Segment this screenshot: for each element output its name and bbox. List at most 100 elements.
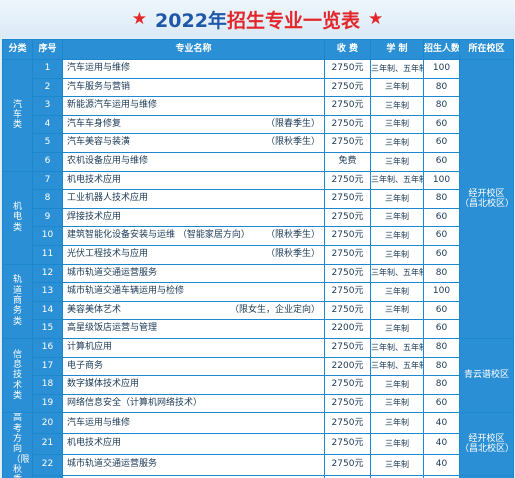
row-number: 10: [32, 226, 63, 246]
header-campus: 所在校区: [459, 39, 514, 60]
fee: 2750元: [324, 96, 371, 116]
major-name: 汽车运用与维修: [67, 63, 131, 74]
major-name-cell: 汽车车身修复 （限春季生）: [62, 114, 325, 135]
major-name-cell: 高星级饭店运营与管理: [62, 319, 325, 339]
enroll-count: 80: [423, 375, 460, 395]
school-system: 三年制: [370, 393, 424, 414]
major-name: 计算机应用: [67, 341, 113, 352]
header-category: 分类: [2, 39, 33, 60]
major-name-cell: 建筑智能化设备安装与运维 （智能家居方向） （限秋季生）: [62, 226, 325, 246]
school-system: 三年制: [370, 282, 424, 302]
major-name: 汽车运用与维修: [67, 417, 131, 428]
major-name-cell: 农机设备应用与维修: [62, 151, 325, 172]
enroll-count: 60: [423, 244, 460, 265]
table-row: 轨道商务类 12 城市轨道交通运营服务 2750元 三年制、五年制 80: [2, 263, 514, 339]
major-name: 焊接技术应用: [67, 211, 122, 222]
campus-cell: 青云谱校区: [459, 337, 514, 414]
row-number: 1: [32, 59, 63, 79]
row-number: 14: [32, 300, 63, 321]
school-system: 三年制: [370, 226, 424, 246]
table-row: 2 汽车服务与营销 2750元 三年制 80: [3, 77, 514, 98]
category-cell: 机电类: [2, 170, 33, 265]
school-system: 三年制、五年制: [370, 59, 424, 79]
row-number: 5: [32, 133, 63, 153]
category-cell: 高考方向（限秋季生）: [2, 412, 33, 478]
enroll-count: 100: [423, 59, 460, 79]
title-text: 招生专业一览表: [226, 9, 360, 32]
major-name-cell: 汽车美容与装潢 （限秋季生）: [62, 133, 325, 153]
table-row: 机电类 7 机电技术应用 2750元 三年制、五年制 100: [2, 170, 514, 265]
major-name: 高星级饭店运营与管理: [67, 323, 158, 334]
enroll-count: 100: [423, 170, 460, 191]
major-note: （限秋季生）: [265, 249, 320, 260]
row-number: 4: [32, 114, 63, 135]
school-system: 三年制: [370, 96, 424, 116]
major-name-cell: 计算机应用: [62, 337, 325, 358]
fee: 2750元: [324, 433, 371, 456]
row-number: 21: [32, 433, 63, 456]
table-row: 3 新能源汽车运用与维修 2750元 三年制 80: [3, 96, 514, 116]
row-number: 16: [32, 337, 63, 358]
school-system: 三年制: [370, 375, 424, 395]
major-name-cell: 汽车运用与维修: [62, 412, 325, 435]
school-system: 三年制: [370, 77, 424, 98]
table-row: 18 数字媒体技术应用 2750元 三年制 80: [3, 375, 514, 395]
fee: 2750元: [324, 77, 371, 98]
major-name-cell: 汽车运用与维修: [62, 59, 325, 79]
enroll-count: 60: [423, 114, 460, 135]
table-row: 17 电子商务 2200元 三年制、五年制 80: [3, 356, 514, 377]
major-name-cell: 汽车服务与营销: [62, 77, 325, 98]
enroll-count: 60: [423, 300, 460, 321]
major-name: 电子商务: [67, 360, 104, 371]
school-system: 三年制: [370, 412, 424, 435]
category-cell: 信息技术类: [2, 337, 33, 414]
fee: 2200元: [324, 319, 371, 339]
row-number: 3: [32, 96, 63, 116]
fee: 2750元: [324, 375, 371, 395]
table-row: 22 城市轨道交通运营服务 2750元 三年制 40: [3, 454, 514, 477]
fee: 2750元: [324, 59, 371, 79]
row-number: 12: [32, 263, 63, 284]
major-name-cell: 机电技术应用: [62, 170, 325, 191]
header-system: 学 制: [370, 39, 424, 60]
enroll-count: 60: [423, 151, 460, 172]
fee: 2750元: [324, 263, 371, 284]
school-system: 三年制: [370, 433, 424, 456]
page-title: ★ 2022年 招生专业一览表 ★: [0, 0, 515, 38]
row-number: 2: [32, 77, 63, 98]
table-row: 23计算机应用2750元三年制40青云谱校区: [3, 475, 514, 478]
table-header-row: 分类 序号 专业名称 收 费 学 制 招生人数 所在校区: [2, 39, 514, 60]
major-name: 城市轨道交通运营服务: [67, 267, 158, 278]
table-row: 15 高星级饭店运营与管理 2200元 三年制 60: [3, 319, 514, 339]
school-system: 三年制、五年制: [370, 337, 424, 358]
category-cell: 汽车类: [2, 59, 33, 172]
table-row: 11 光伏工程技术与应用 （限秋季生） 2750元 三年制 60: [3, 244, 514, 265]
row-number: 7: [32, 170, 63, 191]
row-number: 22: [32, 454, 63, 477]
table-row: 21 机电技术应用 2750元 三年制 40: [3, 433, 514, 456]
school-system: 三年制: [370, 319, 424, 339]
enroll-count: 60: [423, 133, 460, 153]
fee: 2750元: [324, 133, 371, 153]
fee: 2750元: [324, 300, 371, 321]
school-system: 三年制: [370, 151, 424, 172]
major-name: 网络信息安全（计算机网络技术）: [67, 397, 203, 408]
school-system: 三年制: [370, 133, 424, 153]
table-row: 4 汽车车身修复 （限春季生） 2750元 三年制 60: [3, 114, 514, 135]
major-name-cell: 美容美体艺术 （限女生，企业定向）: [62, 300, 325, 321]
table-row: 汽车类 1 汽车运用与维修 2750元 三年制、五年制 100 经开校区（昌北校区）: [2, 59, 514, 339]
row-number: 18: [32, 375, 63, 395]
major-note: （限秋季生）: [265, 230, 320, 241]
title-year: 2022年: [155, 9, 227, 32]
category-label: 轨道商务类: [12, 275, 22, 327]
row-number: 8: [32, 189, 63, 209]
row-number: 20: [32, 412, 63, 435]
enroll-count: 60: [423, 393, 460, 414]
star-icon: ★: [367, 9, 384, 29]
major-name-cell: 工业机器人技术应用: [62, 189, 325, 209]
enroll-count: 80: [423, 356, 460, 377]
major-name: 机电技术应用: [67, 438, 122, 449]
major-name-cell: 电子商务: [62, 356, 325, 377]
enroll-count: 80: [423, 77, 460, 98]
